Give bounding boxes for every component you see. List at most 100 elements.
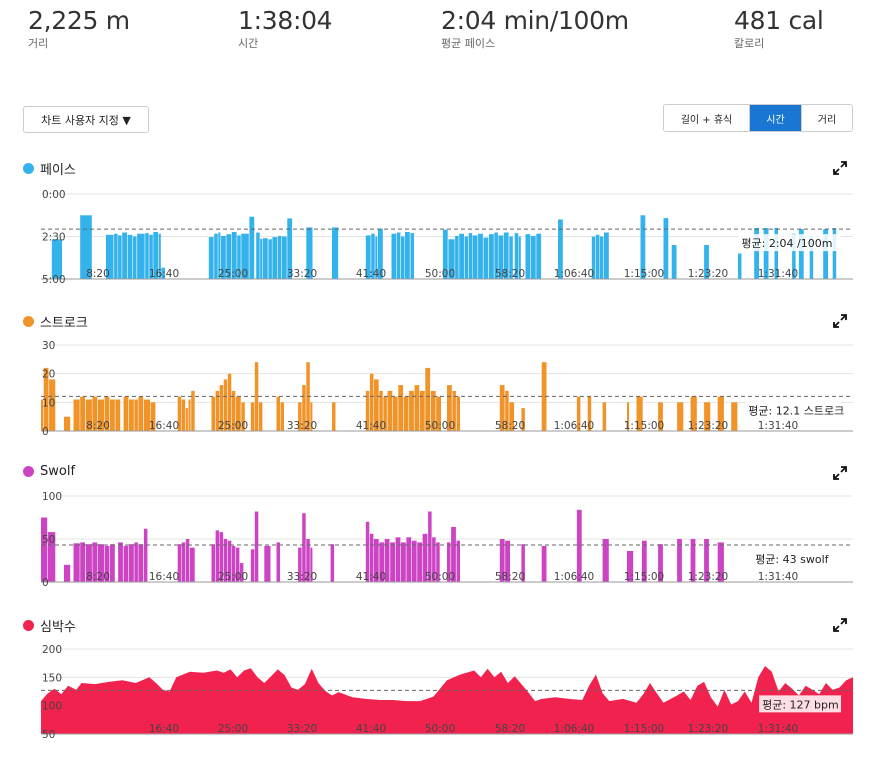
x-tick-label: 1:06:40 bbox=[554, 268, 594, 280]
bar bbox=[373, 539, 379, 582]
bar bbox=[455, 235, 459, 279]
bar bbox=[411, 540, 417, 582]
bar bbox=[219, 532, 224, 582]
y-tick-label: 0 bbox=[42, 577, 49, 586]
bar bbox=[306, 539, 310, 582]
pace-chart: 페이스 0:00 2:30 5:00 8:20 16:40 25:00 33:20 41:40 5… bbox=[0, 157, 871, 283]
bar bbox=[373, 379, 379, 431]
y-tick-label: 30 bbox=[42, 340, 55, 352]
bar bbox=[383, 396, 387, 431]
series-color-dot bbox=[23, 163, 34, 174]
x-tick-label: 25:00 bbox=[218, 723, 248, 735]
expand-icon[interactable] bbox=[833, 161, 847, 175]
bar bbox=[823, 229, 828, 279]
bar bbox=[110, 544, 115, 582]
bar bbox=[478, 233, 483, 279]
bar bbox=[658, 544, 663, 582]
swolf-chart: Swolf 0 50 100 8:20 16:40 25:00 33:20 41:40 50:00… bbox=[0, 462, 871, 586]
bar bbox=[280, 402, 284, 431]
bar bbox=[369, 373, 374, 431]
average-label-bg bbox=[745, 401, 841, 419]
segment-time[interactable]: 시간 bbox=[750, 105, 802, 131]
bar bbox=[208, 237, 214, 279]
bar bbox=[410, 233, 414, 279]
bar bbox=[138, 544, 144, 582]
bar bbox=[211, 396, 215, 431]
x-tick-label: 58:20 bbox=[495, 420, 525, 432]
bar bbox=[428, 511, 432, 582]
bar bbox=[138, 396, 144, 431]
bar bbox=[235, 396, 241, 431]
bar bbox=[541, 362, 547, 431]
x-tick-label: 16:40 bbox=[149, 723, 179, 735]
bar bbox=[298, 547, 302, 582]
x-tick-label: 33:20 bbox=[287, 268, 317, 280]
x-tick-label: 1:23:20 bbox=[688, 420, 728, 432]
expand-icon[interactable] bbox=[833, 618, 847, 632]
bar bbox=[226, 234, 232, 279]
bar bbox=[310, 547, 313, 582]
bar bbox=[395, 537, 401, 582]
bar bbox=[763, 228, 769, 279]
bar bbox=[379, 390, 383, 431]
x-tick-label: 25:00 bbox=[218, 571, 248, 583]
chart-title: Swolf bbox=[23, 464, 75, 479]
bar bbox=[188, 399, 191, 431]
segment-lengths-rest[interactable]: 길이 + 휴식 bbox=[664, 105, 750, 131]
bar bbox=[181, 542, 186, 582]
bar bbox=[671, 245, 677, 279]
expand-icon[interactable] bbox=[833, 314, 847, 328]
bar bbox=[189, 547, 195, 582]
bar bbox=[430, 390, 436, 431]
bar bbox=[47, 532, 56, 582]
stat-value: 2:04 min/100m bbox=[441, 6, 629, 35]
bar bbox=[85, 544, 92, 582]
bar bbox=[223, 539, 228, 582]
bar bbox=[456, 396, 460, 431]
x-tick-label: 1:15:00 bbox=[624, 420, 664, 432]
x-tick-label: 50:00 bbox=[425, 723, 455, 735]
bar bbox=[599, 236, 604, 279]
heart-rate-chart: 심박수 50 100 150 200 16:40 25:00 33:20 41:40 50:00 5… bbox=[0, 614, 871, 738]
x-tick-label: 1:15:00 bbox=[624, 268, 664, 280]
bar bbox=[442, 229, 448, 279]
stat-label: 거리 bbox=[28, 37, 49, 50]
bar bbox=[239, 563, 244, 582]
bar bbox=[110, 399, 115, 431]
bar bbox=[276, 396, 280, 431]
bar bbox=[464, 236, 469, 279]
average-label-bg bbox=[738, 234, 841, 252]
x-tick-label: 33:20 bbox=[287, 571, 317, 583]
bar bbox=[250, 549, 255, 582]
bar bbox=[231, 545, 236, 582]
bar bbox=[137, 233, 145, 279]
bar bbox=[591, 236, 596, 279]
bar bbox=[525, 234, 531, 279]
y-tick-label: 150 bbox=[42, 672, 62, 684]
bar bbox=[51, 239, 62, 279]
bar bbox=[640, 215, 646, 280]
bar bbox=[448, 239, 455, 279]
x-tick-label: 8:20 bbox=[86, 420, 110, 432]
x-tick-label: 1:31:40 bbox=[758, 268, 798, 280]
stat-label: 시간 bbox=[238, 37, 259, 50]
bar bbox=[123, 545, 129, 582]
bar bbox=[401, 542, 406, 582]
bar bbox=[158, 233, 161, 279]
bar bbox=[365, 235, 371, 279]
bar bbox=[401, 236, 405, 279]
bar bbox=[472, 235, 478, 279]
customize-chart-button[interactable]: 차트 사용자 지정 ▼ bbox=[23, 106, 149, 133]
bar bbox=[254, 362, 259, 431]
bar bbox=[80, 396, 85, 431]
segment-distance[interactable]: 거리 bbox=[802, 105, 852, 131]
bar bbox=[73, 399, 80, 431]
expand-icon[interactable] bbox=[833, 466, 847, 480]
x-tick-label: 1:15:00 bbox=[624, 723, 664, 735]
x-tick-label: 25:00 bbox=[218, 420, 248, 432]
bar bbox=[97, 544, 104, 582]
x-tick-label: 1:06:40 bbox=[554, 571, 594, 583]
bar bbox=[104, 545, 110, 582]
x-tick-label: 58:20 bbox=[495, 571, 525, 583]
bar bbox=[64, 564, 71, 582]
